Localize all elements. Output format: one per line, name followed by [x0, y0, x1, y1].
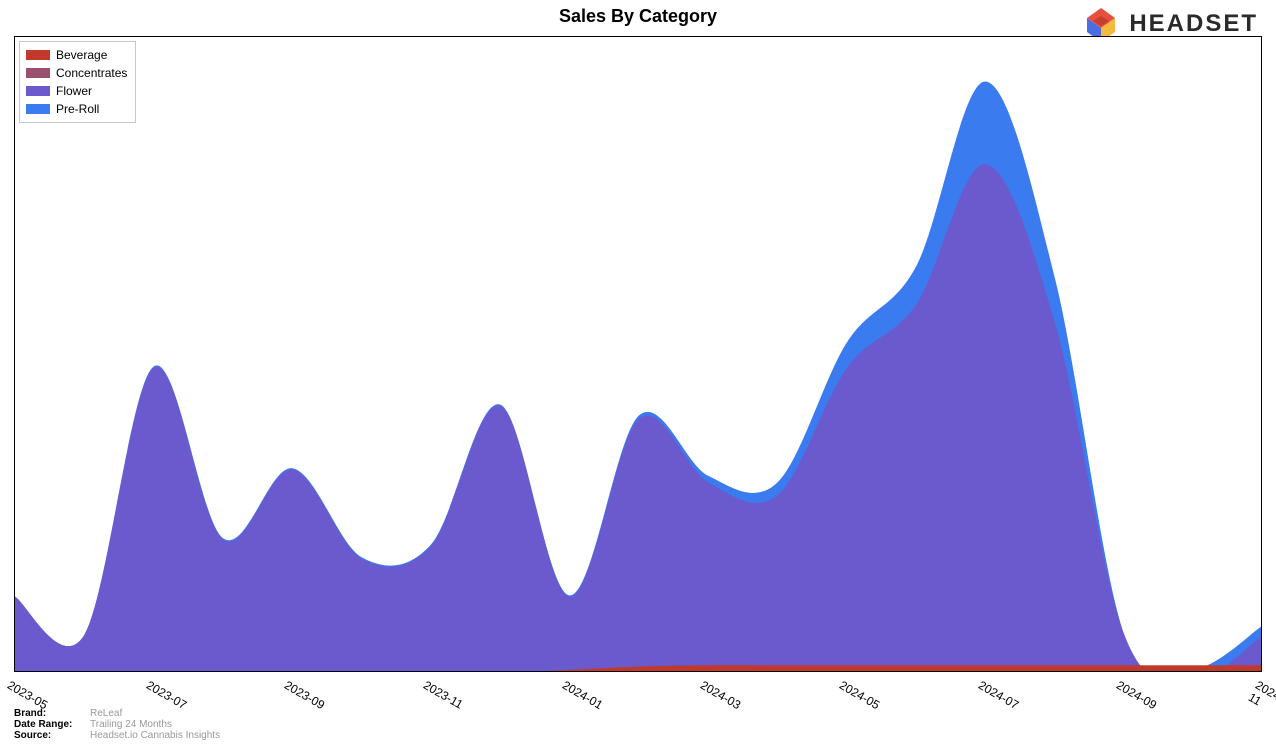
- chart-legend: Beverage Concentrates Flower Pre-Roll: [19, 41, 136, 123]
- legend-swatch: [26, 68, 50, 78]
- legend-swatch: [26, 86, 50, 96]
- legend-item: Beverage: [26, 46, 127, 64]
- footer-value: Trailing 24 Months: [90, 719, 172, 730]
- footer-value: ReLeaf: [90, 708, 122, 719]
- footer-row: Brand:ReLeaf: [14, 708, 220, 719]
- chart-footer: Brand:ReLeafDate Range:Trailing 24 Month…: [14, 708, 220, 741]
- x-tick-label: 2023-11: [421, 678, 465, 712]
- stacked-area-chart: [15, 37, 1262, 672]
- chart-plot-area: Beverage Concentrates Flower Pre-Roll: [14, 36, 1262, 672]
- legend-label: Pre-Roll: [56, 102, 99, 116]
- footer-value: Headset.io Cannabis Insights: [90, 730, 220, 741]
- legend-label: Beverage: [56, 48, 107, 62]
- footer-label: Date Range:: [14, 719, 90, 730]
- footer-label: Source:: [14, 730, 90, 741]
- x-tick-label: 2024-11: [1246, 678, 1276, 718]
- legend-item: Flower: [26, 82, 127, 100]
- legend-swatch: [26, 104, 50, 114]
- legend-swatch: [26, 50, 50, 60]
- legend-item: Pre-Roll: [26, 100, 127, 118]
- footer-row: Date Range:Trailing 24 Months: [14, 719, 220, 730]
- legend-label: Concentrates: [56, 66, 127, 80]
- legend-item: Concentrates: [26, 64, 127, 82]
- x-tick-label: 2024-01: [560, 678, 605, 712]
- x-tick-label: 2024-07: [976, 678, 1021, 712]
- x-tick-label: 2024-03: [698, 678, 743, 712]
- x-tick-label: 2024-09: [1114, 678, 1159, 712]
- headset-logo-text: HEADSET: [1129, 10, 1258, 38]
- legend-label: Flower: [56, 84, 92, 98]
- footer-label: Brand:: [14, 708, 90, 719]
- x-tick-label: 2023-09: [282, 678, 327, 712]
- footer-row: Source:Headset.io Cannabis Insights: [14, 730, 220, 741]
- x-tick-label: 2024-05: [837, 678, 882, 712]
